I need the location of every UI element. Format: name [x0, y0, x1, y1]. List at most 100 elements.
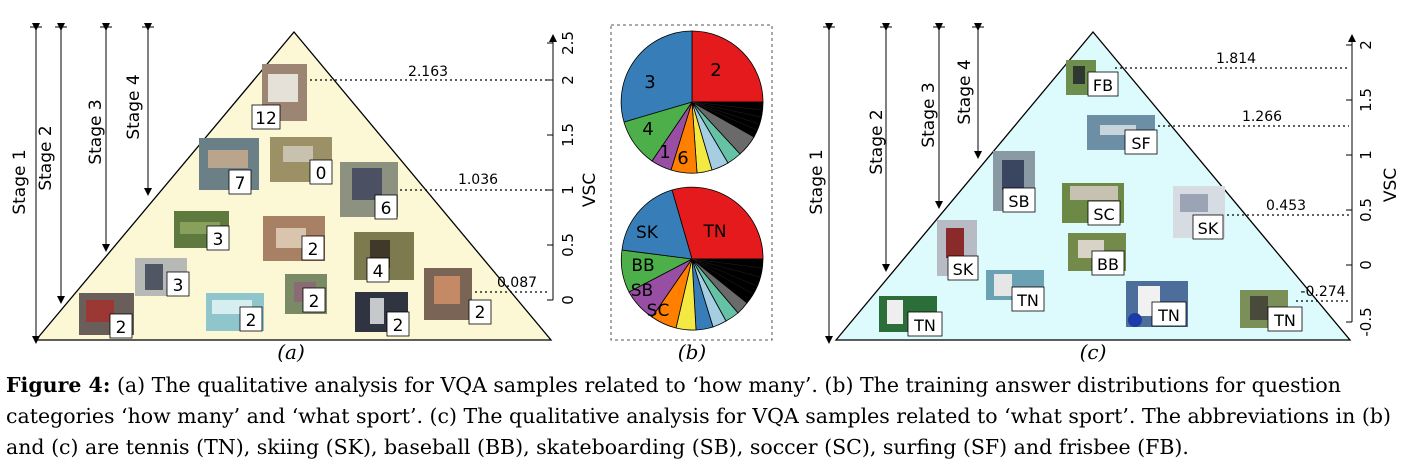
sample-label: TN — [1273, 311, 1296, 330]
axis-label: VSC — [1381, 168, 1401, 202]
axis-tick: 2 — [559, 75, 577, 85]
sample-thumbnail: SF — [1087, 115, 1158, 155]
axis-tick: -0.5 — [1357, 307, 1375, 336]
stages-c — [823, 23, 984, 344]
sample-thumbnail: FB — [1066, 60, 1119, 97]
panel-label: (a) — [277, 340, 305, 364]
figure-4: Stage 1 Stage 2 Stage 3 Stage 4 0 0.5 1 … — [10, 23, 1401, 364]
pie-label: 4 — [642, 119, 653, 140]
pie-slice — [621, 189, 693, 260]
sample-label: 2 — [308, 240, 319, 260]
sample-label: 4 — [373, 262, 384, 282]
sample-thumbnail: 4 — [354, 232, 414, 283]
vsc-axis-a — [547, 34, 557, 301]
sample-thumbnail: TN — [1240, 290, 1303, 332]
axis-tick: 0.5 — [1357, 198, 1375, 222]
sample-label: 7 — [235, 174, 246, 194]
stage-label: Stage 2 — [36, 125, 56, 190]
samples-c: FB SF SB SC SK — [879, 60, 1303, 337]
caption-label: Figure 4: — [6, 373, 111, 397]
stage-label: Stage 2 — [867, 109, 887, 174]
vsc-axis-c — [1346, 34, 1356, 323]
axis-tick: 2.5 — [559, 31, 577, 55]
sample-label: 2 — [393, 316, 404, 336]
threshold-value: 1.814 — [1216, 51, 1256, 67]
sample-thumbnail: SC — [1062, 183, 1124, 226]
sample-thumbnail: SB — [993, 151, 1036, 213]
pie-label: 3 — [644, 72, 655, 93]
threshold-value: 1.036 — [458, 172, 498, 188]
sample-thumbnail: 2 — [263, 216, 325, 261]
pie-slice — [671, 186, 764, 260]
sample-label: TN — [913, 316, 936, 335]
axis-tick: 2 — [1357, 40, 1375, 50]
axis-tick: 1.5 — [1357, 88, 1375, 112]
stage-label: Stage 3 — [919, 82, 939, 147]
panel-label: (c) — [1080, 340, 1107, 364]
pie-label: 2 — [710, 60, 721, 81]
sample-thumbnail: 6 — [340, 162, 398, 220]
axis-tick: 0.5 — [559, 233, 577, 257]
sample-thumbnail: 7 — [199, 138, 259, 195]
threshold-value: 0.453 — [1266, 198, 1306, 214]
sample-thumbnail: 2 — [285, 274, 327, 314]
sample-label: 2 — [475, 303, 486, 323]
sample-thumbnail: SK — [937, 220, 979, 281]
threshold-value: 2.163 — [408, 64, 448, 80]
pie-label: SC — [647, 301, 670, 321]
thresholds-c — [1115, 67, 1349, 302]
sample-label: TN — [1016, 291, 1039, 310]
axis-tick: 0 — [1357, 260, 1375, 270]
sample-label: TN — [1157, 306, 1180, 325]
sample-thumbnail: TN — [986, 270, 1045, 312]
sample-label: SF — [1131, 134, 1150, 153]
sample-thumbnail: TN — [879, 296, 943, 337]
axis-label: VSC — [580, 173, 600, 207]
sample-label: 3 — [173, 276, 184, 296]
threshold-value: 0.087 — [497, 275, 537, 291]
sample-label: 3 — [213, 230, 224, 250]
stage-label: Stage 1 — [807, 149, 827, 214]
stage-label: Stage 4 — [124, 74, 144, 139]
sample-thumbnail: BB — [1068, 233, 1126, 276]
thresholds-a — [305, 79, 550, 293]
panel-a: Stage 1 Stage 2 Stage 3 Stage 4 0 0.5 1 … — [10, 23, 600, 364]
axis-tick: 1 — [1357, 150, 1375, 160]
pie-label: 6 — [677, 148, 688, 169]
pie-what-sport — [620, 186, 764, 331]
stage-label: Stage 1 — [10, 149, 30, 214]
pie-label: 1 — [659, 142, 670, 163]
pie-slice — [691, 30, 764, 103]
stages-a — [30, 23, 154, 344]
panel-b: 2 3 4 1 6 TN SK BB — [610, 24, 773, 364]
sample-thumbnail: 2 — [206, 293, 264, 332]
sample-thumbnail: TN — [1126, 281, 1188, 327]
sample-label: 0 — [316, 164, 327, 184]
sample-thumbnail: 3 — [174, 211, 230, 251]
pie-label: SB — [631, 281, 653, 301]
sample-label: BB — [1097, 255, 1119, 274]
pie-label: BB — [631, 256, 654, 276]
axis-tick: 0 — [559, 295, 577, 305]
axis-tick: 1 — [559, 185, 577, 195]
panel-label: (b) — [678, 340, 706, 364]
sample-thumbnail: SK — [1173, 186, 1225, 240]
threshold-value: -0.274 — [1300, 284, 1345, 300]
pie-label: TN — [702, 222, 726, 242]
pie-slice — [620, 30, 693, 123]
sample-thumbnail: 2 — [355, 292, 410, 337]
stage-label: Stage 4 — [955, 59, 975, 124]
caption-text: (a) The qualitative analysis for VQA sam… — [6, 373, 1391, 459]
stage-label: Stage 3 — [86, 99, 106, 164]
pie-label: SK — [636, 223, 659, 243]
sample-label: SC — [1093, 205, 1114, 224]
sample-label: 2 — [116, 318, 127, 338]
sample-thumbnail: 12 — [251, 64, 307, 130]
sample-label: SK — [1198, 219, 1219, 238]
figure-caption: Figure 4: (a) The qualitative analysis f… — [6, 370, 1411, 463]
threshold-value: 1.266 — [1242, 109, 1282, 125]
sample-thumbnail: 2 — [424, 268, 492, 325]
sample-thumbnail: 0 — [270, 137, 333, 185]
panel-c: Stage 1 Stage 2 Stage 3 Stage 4 -0.5 0 0… — [807, 23, 1401, 364]
sample-label: SK — [953, 260, 974, 279]
